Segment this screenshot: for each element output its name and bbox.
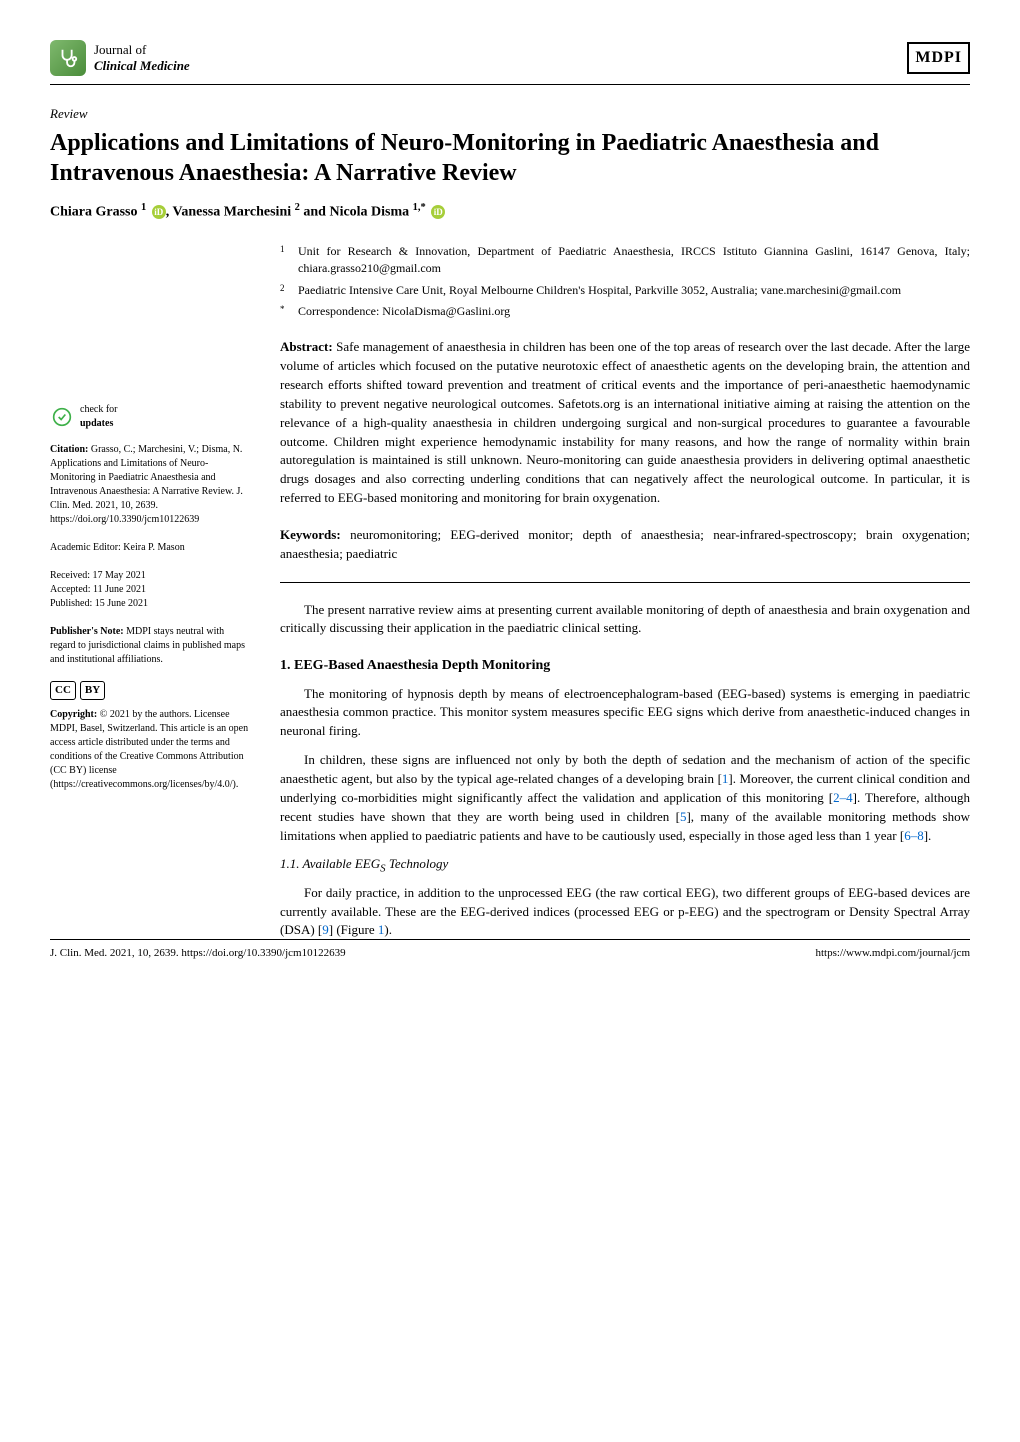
section-1-heading: 1. EEG-Based Anaesthesia Depth Monitorin…	[280, 656, 970, 676]
journal-logo: Journal of Clinical Medicine	[50, 40, 190, 76]
published-date: Published: 15 June 2021	[50, 597, 250, 611]
accepted-date: Accepted: 11 June 2021	[50, 583, 250, 597]
check-for-updates[interactable]: check for updates	[50, 403, 250, 431]
journal-name-line1: Journal of	[94, 42, 190, 58]
citation-block: Citation: Grasso, C.; Marchesini, V.; Di…	[50, 443, 250, 527]
check-updates-icon	[50, 405, 74, 429]
author-3: Nicola Disma	[329, 205, 409, 220]
section-1-1-heading: 1.1. Available EEGS Technology	[280, 855, 970, 877]
author-2: Vanessa Marchesini	[173, 205, 292, 220]
affiliation-sup: *	[280, 303, 290, 320]
citation-text: Grasso, C.; Marchesini, V.; Disma, N. Ap…	[50, 444, 243, 525]
intro-paragraph: The present narrative review aims at pre…	[280, 601, 970, 639]
affiliation-row: 1 Unit for Research & Innovation, Depart…	[280, 243, 970, 278]
main-grid: check for updates Citation: Grasso, C.; …	[50, 243, 970, 950]
dates-block: Received: 17 May 2021 Accepted: 11 June …	[50, 569, 250, 611]
orcid-icon: iD	[431, 205, 445, 219]
affiliation-text: Paediatric Intensive Care Unit, Royal Me…	[298, 282, 901, 299]
footer-right: https://www.mdpi.com/journal/jcm	[816, 946, 971, 962]
affiliation-row: 2 Paediatric Intensive Care Unit, Royal …	[280, 282, 970, 299]
affiliation-text: Unit for Research & Innovation, Departme…	[298, 243, 970, 278]
p1-text-b: ] (Figure	[329, 922, 378, 937]
ref-link-2-4[interactable]: 2–4	[833, 790, 853, 805]
affiliation-sup: 1	[280, 243, 290, 278]
sep-and: and	[300, 205, 330, 220]
header-row: Journal of Clinical Medicine MDPI	[50, 40, 970, 85]
section-1-p1: The monitoring of hypnosis depth by mean…	[280, 685, 970, 742]
abstract: Abstract: Safe management of anaesthesia…	[280, 338, 970, 508]
author-1-sup: 1	[141, 202, 146, 213]
cc-label: CC	[55, 683, 71, 698]
divider	[280, 582, 970, 583]
cc-icon: CC	[50, 681, 76, 700]
affiliations: 1 Unit for Research & Innovation, Depart…	[280, 243, 970, 321]
article-title: Applications and Limitations of Neuro-Mo…	[50, 128, 970, 188]
orcid-icon: iD	[152, 205, 166, 219]
p1-text-c: ).	[384, 922, 392, 937]
footer: J. Clin. Med. 2021, 10, 2639. https://do…	[50, 939, 970, 962]
keywords-label: Keywords:	[280, 527, 341, 542]
check-updates-line2: updates	[80, 417, 117, 431]
check-updates-line1: check for	[80, 403, 117, 417]
received-date: Received: 17 May 2021	[50, 569, 250, 583]
main-content: 1 Unit for Research & Innovation, Depart…	[280, 243, 970, 950]
copyright-label: Copyright:	[50, 709, 97, 720]
journal-name-line2: Clinical Medicine	[94, 58, 190, 74]
author-3-sup: 1,*	[413, 202, 426, 213]
abstract-text: Safe management of anaesthesia in childr…	[280, 339, 970, 505]
ref-link-6-8[interactable]: 6–8	[904, 828, 924, 843]
mdpi-logo: MDPI	[907, 42, 970, 73]
authors-line: Chiara Grasso 1 iD, Vanessa Marchesini 2…	[50, 200, 970, 223]
author-1: Chiara Grasso	[50, 205, 138, 220]
keywords: Keywords: neuromonitoring; EEG-derived m…	[280, 526, 970, 564]
check-updates-text: check for updates	[80, 403, 117, 431]
subheading-text: 1.1. Available EEGS Technology	[280, 856, 448, 871]
affiliation-sup: 2	[280, 282, 290, 299]
publisher-note-label: Publisher's Note:	[50, 626, 124, 637]
abstract-label: Abstract:	[280, 339, 333, 354]
copyright-block: Copyright: © 2021 by the authors. Licens…	[50, 708, 250, 792]
stethoscope-icon	[50, 40, 86, 76]
footer-left: J. Clin. Med. 2021, 10, 2639. https://do…	[50, 946, 346, 962]
journal-name: Journal of Clinical Medicine	[94, 42, 190, 73]
section-1-1-p1: For daily practice, in addition to the u…	[280, 884, 970, 941]
by-label: BY	[85, 683, 100, 698]
section-1-p2: In children, these signs are influenced …	[280, 751, 970, 845]
academic-editor: Academic Editor: Keira P. Mason	[50, 541, 250, 555]
p2-text-e: ].	[924, 828, 932, 843]
cc-license-badges: CC BY	[50, 681, 250, 700]
by-icon: BY	[80, 681, 105, 700]
article-type: Review	[50, 105, 970, 124]
affiliation-row: * Correspondence: NicolaDisma@Gaslini.or…	[280, 303, 970, 320]
keywords-text: neuromonitoring; EEG-derived monitor; de…	[280, 527, 970, 561]
citation-label: Citation:	[50, 444, 88, 455]
publisher-note: Publisher's Note: MDPI stays neutral wit…	[50, 625, 250, 667]
copyright-text: © 2021 by the authors. Licensee MDPI, Ba…	[50, 709, 248, 790]
sep: ,	[166, 205, 173, 220]
affiliation-text: Correspondence: NicolaDisma@Gaslini.org	[298, 303, 510, 320]
sidebar: check for updates Citation: Grasso, C.; …	[50, 243, 250, 950]
